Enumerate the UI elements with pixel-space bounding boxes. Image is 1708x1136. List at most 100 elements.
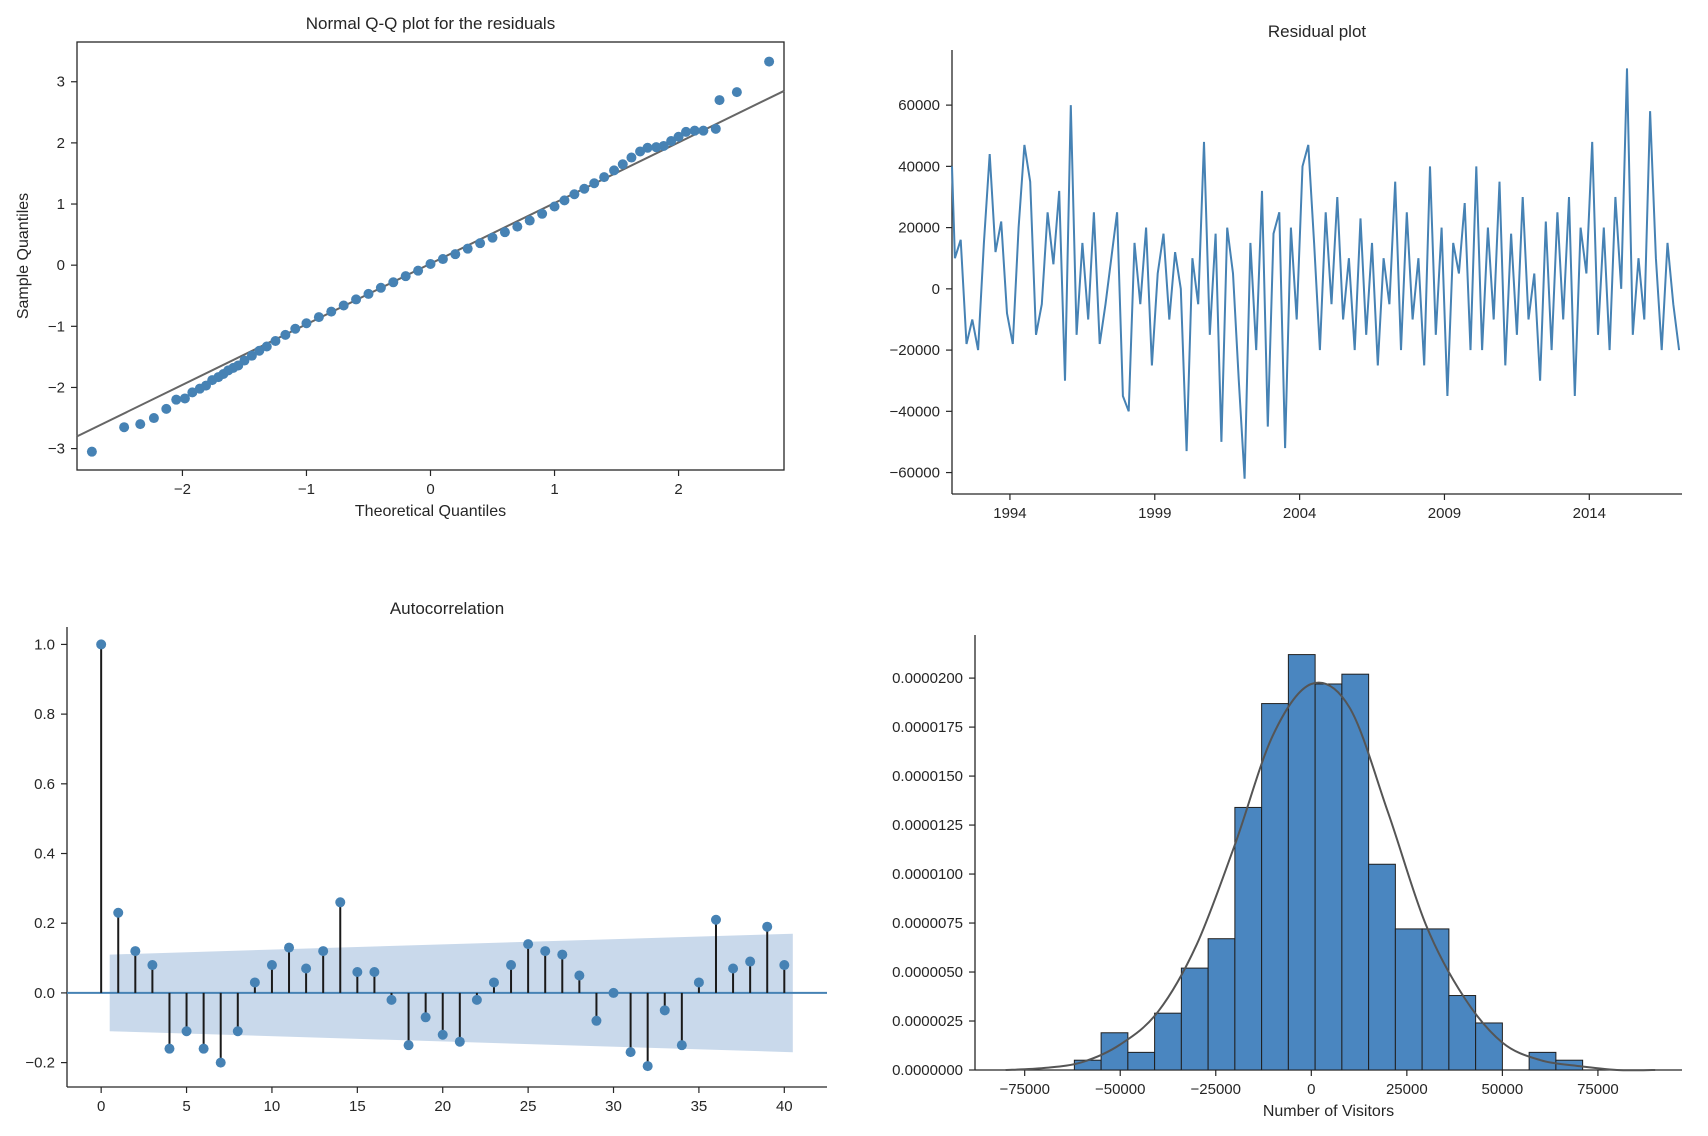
qq-point (714, 95, 725, 106)
qq-point (651, 142, 662, 153)
acf-marker (745, 956, 756, 967)
y-tick-label: 0.2 (34, 915, 55, 932)
acf-marker (625, 1047, 636, 1058)
qq-point (313, 312, 324, 323)
x-tick-label: 1994 (993, 505, 1026, 522)
acf-marker (198, 1043, 209, 1054)
acf-marker (574, 970, 585, 981)
qq-point (635, 146, 646, 157)
acf-marker (284, 942, 295, 953)
x-tick-label: 2004 (1283, 505, 1316, 522)
qq-point (326, 306, 337, 317)
histogram-bar (1287, 654, 1316, 1071)
qq-point (681, 126, 692, 137)
acf-marker (403, 1040, 414, 1051)
y-tick-label: 0.6 (34, 776, 55, 793)
y-tick-label: 0.0000125 (892, 817, 963, 834)
y-tick-label: 0.8 (34, 706, 55, 723)
x-tick-label: −25000 (1191, 1081, 1241, 1098)
y-tick-label: 0.0000150 (892, 768, 963, 785)
qq-point (187, 387, 198, 398)
acf-marker (249, 977, 260, 988)
qq-point (179, 393, 190, 404)
y-tick-label: 0.0 (34, 985, 55, 1002)
histogram-bar (1341, 673, 1370, 1071)
qq-point (239, 355, 250, 366)
qq-point (437, 254, 448, 265)
qq-point (569, 189, 580, 200)
x-tick-label: 50000 (1482, 1081, 1524, 1098)
acf-marker (488, 977, 499, 988)
acf-marker (659, 1005, 670, 1016)
acf-marker (591, 1015, 602, 1026)
qq-point (119, 422, 130, 433)
acf-marker (693, 977, 704, 988)
qq-frame (76, 41, 785, 471)
x-tick-label: −2 (174, 481, 191, 498)
x-tick-label: 0 (426, 481, 434, 498)
histogram-bar (1261, 703, 1289, 1071)
residual-title: Residual plot (1268, 22, 1367, 41)
qq-point (280, 329, 291, 340)
qq-point (301, 318, 312, 329)
y-tick-label: 40000 (898, 158, 940, 175)
x-tick-label: 10 (264, 1098, 281, 1115)
acf-marker (454, 1036, 465, 1047)
qq-title: Normal Q-Q plot for the residuals (306, 14, 555, 33)
acf-marker (557, 949, 568, 960)
acf-marker (215, 1057, 226, 1068)
x-tick-label: 25 (520, 1098, 537, 1115)
qq-point (338, 300, 349, 311)
y-tick-label: 20000 (898, 220, 940, 237)
qq-point (764, 56, 775, 67)
x-tick-label: 20 (434, 1098, 451, 1115)
residual-series-line (951, 68, 1681, 479)
x-tick-label: 25000 (1386, 1081, 1428, 1098)
histogram-bar (1394, 928, 1423, 1071)
histogram-bar (1073, 1059, 1102, 1071)
y-tick-label: 0.0000200 (892, 670, 963, 687)
qq-point (388, 277, 399, 288)
y-tick-label: 0 (932, 281, 940, 298)
qq-y-label: Sample Quantiles (15, 193, 32, 319)
acf-marker (676, 1040, 687, 1051)
acf-marker (232, 1026, 243, 1037)
x-tick-label: 2 (674, 481, 682, 498)
acf-marker (608, 987, 619, 998)
qq-point (135, 419, 146, 430)
y-tick-label: −1 (48, 318, 65, 335)
acf-marker (506, 960, 517, 971)
y-tick-label: 1.0 (34, 636, 55, 653)
x-tick-label: −1 (298, 481, 315, 498)
qq-point (658, 140, 669, 151)
acf-marker (266, 960, 277, 971)
y-tick-label: −3 (48, 441, 65, 458)
autocorrelation-panel: 0 5 10 15 20 25 30 35 40 −0.2 0.0 0.2 0.4 0.6 0.8 1.0 Au… (25, 599, 827, 1115)
acf-marker (471, 994, 482, 1005)
acf-marker (420, 1012, 431, 1023)
histogram-bar (1234, 806, 1263, 1071)
qq-point (400, 271, 411, 282)
x-tick-label: 1999 (1138, 505, 1171, 522)
histogram-bar (1207, 938, 1236, 1071)
qq-point (290, 323, 301, 334)
x-tick-label: 35 (691, 1098, 708, 1115)
qq-point (609, 165, 620, 176)
qq-point (731, 87, 742, 98)
kde-curve (1005, 681, 1656, 1072)
acf-marker (113, 907, 124, 918)
residual-plot-panel: 1994 1999 2004 2009 2014 −60000 −40000 −20000 0 2… (890, 22, 1682, 522)
acf-marker (96, 639, 107, 650)
acf-marker (728, 963, 739, 974)
acf-marker (352, 967, 363, 977)
qq-point (462, 243, 473, 254)
y-tick-label: 0 (57, 257, 65, 274)
y-tick-label: −60000 (890, 465, 940, 482)
qq-plot-panel: −2 −1 0 1 2 −3 −2 −1 0 1 2 3 Normal Q-Q plot for the… (15, 14, 785, 520)
acf-marker (642, 1061, 653, 1072)
y-tick-label: 2 (57, 135, 65, 152)
histogram-bar (1154, 1012, 1182, 1071)
acf-marker (437, 1029, 448, 1040)
qq-point (710, 123, 721, 134)
